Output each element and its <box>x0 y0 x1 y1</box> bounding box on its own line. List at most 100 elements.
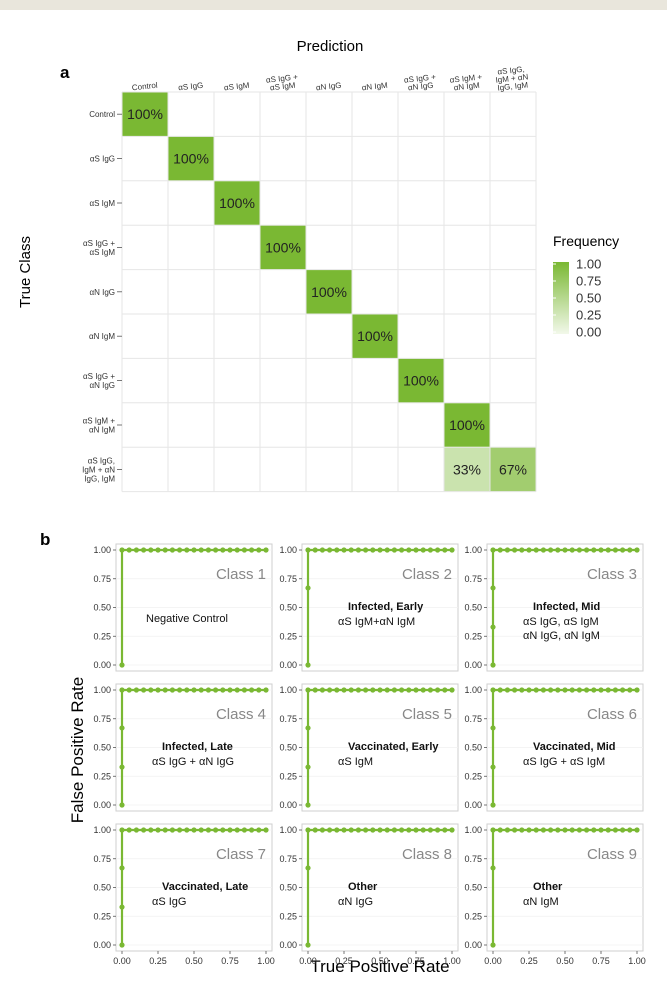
roc-point <box>249 547 255 553</box>
roc-point <box>490 827 496 833</box>
x-tick-label: αS IgM <box>224 81 251 93</box>
heatmap-cell <box>306 270 352 314</box>
roc-point <box>133 827 139 833</box>
roc-point <box>591 547 597 553</box>
x-tick-group: αS IgG +αS IgM <box>266 72 299 92</box>
roc-point <box>263 827 269 833</box>
roc-point <box>497 687 503 693</box>
heatmap-grid <box>121 91 537 493</box>
roc-y-tick-label: 0.25 <box>464 771 482 781</box>
roc-point <box>377 687 383 693</box>
roc-y-tick-label: 0.00 <box>279 940 297 950</box>
roc-point <box>540 687 547 693</box>
roc-point <box>220 687 226 693</box>
legend-tick-label: 1.00 <box>576 257 601 272</box>
roc-y-tick-label: 0.00 <box>93 940 111 950</box>
roc-point <box>155 827 161 833</box>
roc-point <box>305 865 311 871</box>
roc-y-tick-label: 0.25 <box>464 631 482 641</box>
roc-x-tick-label: 0.00 <box>484 956 502 966</box>
x-tick-group: αS IgM <box>224 81 251 93</box>
roc-subplot: 0.00 0.25 0.50 0.75 1.00 Class 6 Vaccinated, M… <box>464 683 644 812</box>
roc-x-tick-label: 0.00 <box>113 956 131 966</box>
roc-y-tick-label: 0.75 <box>464 854 482 864</box>
roc-point <box>562 547 568 553</box>
roc-subplot: 0.00 0.25 0.50 0.75 1.00 Class 4 Infected, Lat… <box>93 683 273 812</box>
roc-point <box>569 687 575 693</box>
roc-class-label: Class 4 <box>216 706 266 723</box>
legend-tick-label: 0.50 <box>576 291 601 306</box>
roc-y-tick-label: 1.00 <box>464 545 482 555</box>
heatmap-cell <box>122 92 168 136</box>
roc-point <box>327 687 333 693</box>
roc-group-markers: αN IgM <box>523 896 559 908</box>
roc-point <box>241 547 247 553</box>
roc-point <box>169 687 175 693</box>
roc-point <box>605 827 611 833</box>
roc-point <box>406 827 412 833</box>
roc-y-tick-label: 1.00 <box>464 685 482 695</box>
roc-point <box>435 547 441 553</box>
roc-point <box>526 827 532 833</box>
y-tick-label: αS IgG <box>90 155 115 164</box>
roc-point <box>305 725 311 731</box>
roc-y-tick-label: 0.50 <box>279 743 297 753</box>
x-tick-group: αN IgG <box>316 81 342 93</box>
roc-y-tick-label: 0.75 <box>93 574 111 584</box>
roc-y-axis-label: False Positive Rate <box>68 677 87 823</box>
roc-y-tick-label: 0.50 <box>93 883 111 893</box>
roc-point <box>220 547 226 553</box>
roc-point <box>177 827 183 833</box>
roc-point <box>377 827 383 833</box>
roc-point <box>234 827 240 833</box>
roc-point <box>305 547 311 553</box>
roc-point <box>555 547 561 553</box>
roc-point <box>519 547 525 553</box>
roc-y-tick-label: 0.75 <box>279 854 297 864</box>
roc-point <box>391 827 397 833</box>
roc-point <box>370 687 376 693</box>
heatmap-cell-label: 100% <box>219 195 255 211</box>
roc-point <box>540 547 547 553</box>
roc-point <box>511 547 518 553</box>
roc-point <box>205 687 211 693</box>
roc-point <box>627 687 633 693</box>
roc-point <box>413 827 419 833</box>
roc-point <box>504 827 510 833</box>
roc-point <box>191 547 197 553</box>
roc-class-label: Class 5 <box>402 706 452 723</box>
roc-point <box>227 547 233 553</box>
roc-point <box>126 687 132 693</box>
roc-class-label: Class 2 <box>402 566 452 583</box>
roc-point <box>533 547 539 553</box>
roc-point <box>198 687 204 693</box>
roc-point <box>490 725 496 731</box>
roc-subplot: 0.00 0.25 0.50 0.75 1.00 0.00 0.25 0.50 0.75 1.00… <box>279 823 461 966</box>
roc-point <box>119 725 125 731</box>
roc-point <box>497 827 503 833</box>
roc-point <box>213 827 219 833</box>
roc-class-label: Class 7 <box>216 846 266 863</box>
roc-point <box>519 687 525 693</box>
heatmap-cell <box>168 136 214 181</box>
roc-point <box>241 687 247 693</box>
y-tick-label: αN IgM <box>89 332 115 341</box>
heatmap-cell-label: 67% <box>499 461 527 477</box>
roc-point <box>355 547 361 553</box>
roc-subplots: 0.00 0.25 0.50 0.75 1.00 Class 1 Negative Cont… <box>93 543 646 966</box>
roc-y-tick-label: 0.00 <box>464 940 482 950</box>
roc-y-tick-label: 1.00 <box>93 685 111 695</box>
roc-subplot: 0.00 0.25 0.50 0.75 1.00 0.00 0.25 0.50 0.75 1.00… <box>93 823 275 966</box>
x-tick-label: αS IgG <box>178 81 204 93</box>
roc-point <box>363 827 369 833</box>
roc-point <box>334 827 340 833</box>
roc-x-axis-label: True Positive Rate <box>310 957 449 976</box>
roc-y-tick-label: 0.50 <box>279 603 297 613</box>
roc-x-tick-label: 0.75 <box>221 956 239 966</box>
roc-point <box>191 827 197 833</box>
roc-point <box>305 942 311 948</box>
roc-y-tick-label: 0.50 <box>464 883 482 893</box>
roc-point <box>490 624 496 630</box>
roc-point <box>555 827 561 833</box>
